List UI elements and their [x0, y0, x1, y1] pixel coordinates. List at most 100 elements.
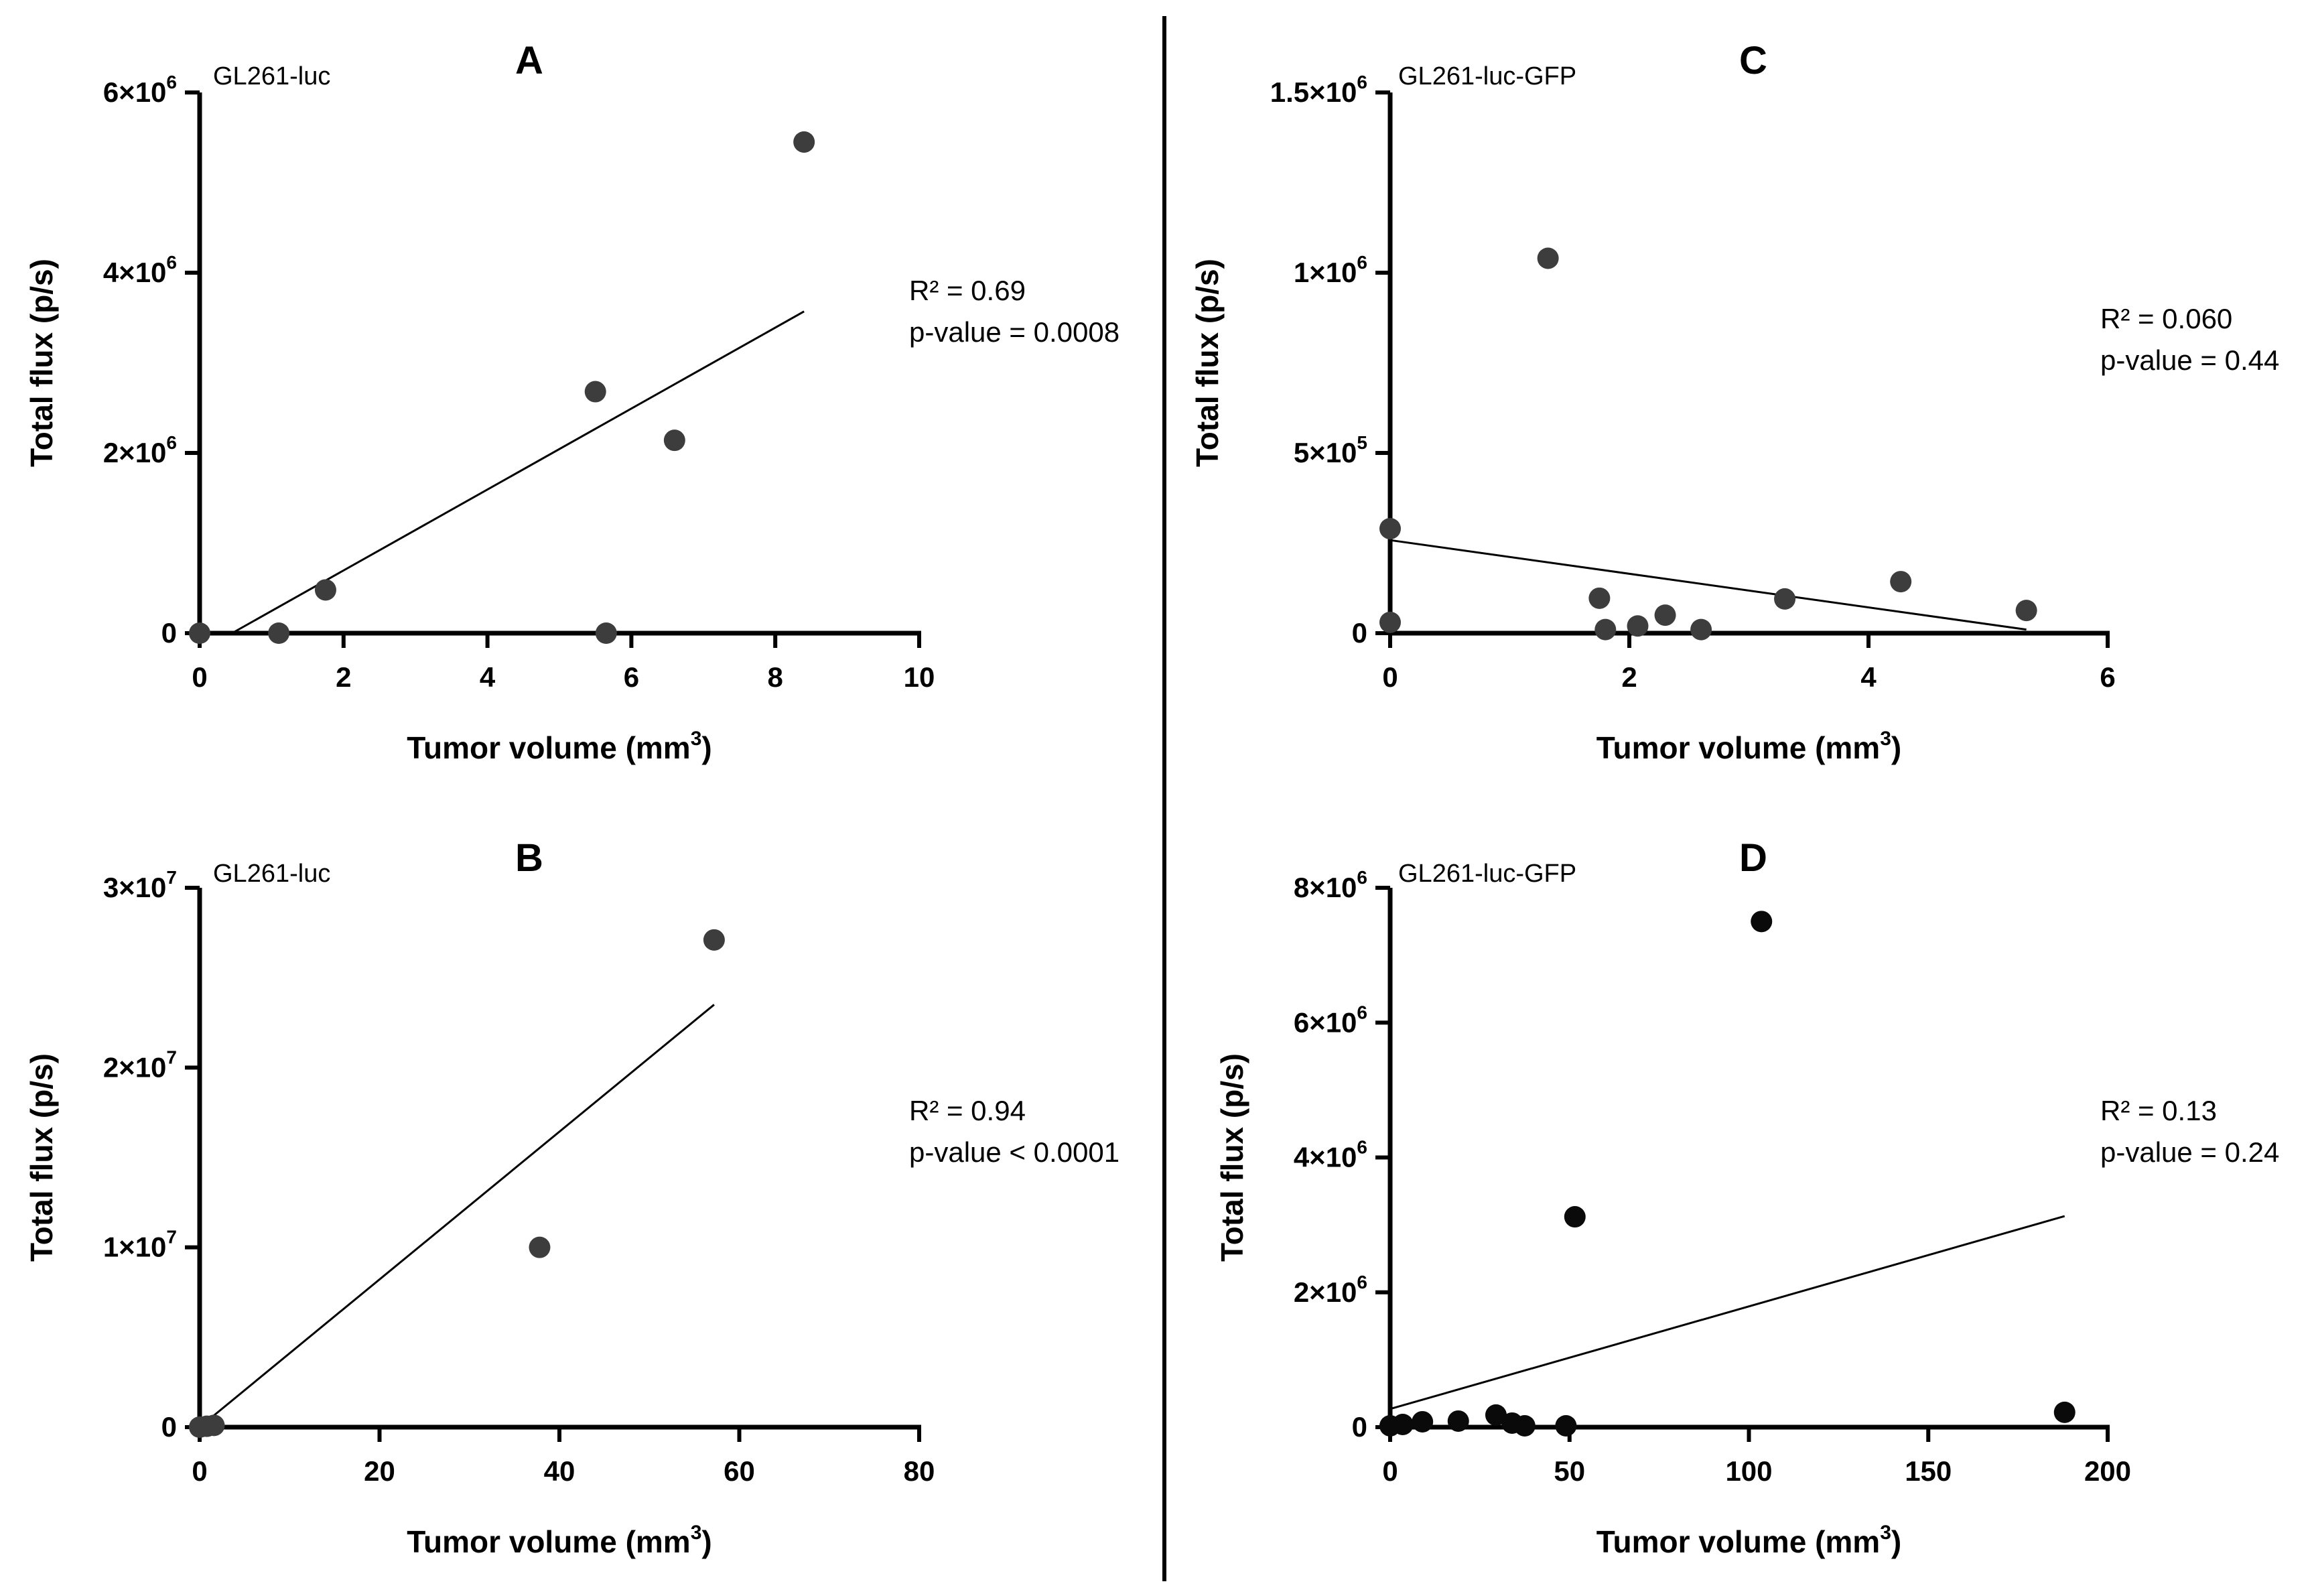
- x-tick-label: 40: [544, 1455, 575, 1487]
- y-tick-exponent: 6: [1357, 1272, 1367, 1292]
- x-tick-label: 80: [904, 1455, 935, 1487]
- data-point: [268, 622, 290, 644]
- y-tick-base: 6×10: [1294, 1006, 1357, 1038]
- x-axis-title-text: Tumor volume (mm: [1596, 730, 1880, 765]
- y-tick-label: 4×106: [103, 252, 177, 288]
- data-point: [584, 381, 606, 403]
- x-axis-title-close: ): [1891, 1524, 1901, 1559]
- y-tick-label: 0: [161, 617, 177, 649]
- y-tick-base: 0: [161, 1411, 177, 1443]
- y-tick-exponent: 6: [1357, 867, 1367, 888]
- data-point: [1412, 1410, 1434, 1433]
- data-point: [663, 429, 685, 452]
- y-tick-label: 5×105: [1294, 432, 1367, 468]
- y-tick-base: 4×10: [1294, 1142, 1357, 1173]
- y-tick-label: 2×106: [103, 432, 177, 468]
- data-point: [1751, 911, 1773, 933]
- x-tick-label: 50: [1554, 1455, 1585, 1487]
- y-tick-base: 0: [1352, 1411, 1367, 1443]
- x-tick-label: 0: [1382, 1455, 1398, 1487]
- x-axis-title-superscript: 3: [691, 728, 702, 750]
- y-tick-exponent: 6: [166, 72, 177, 92]
- x-axis-title-close: ): [701, 730, 711, 765]
- data-point: [793, 131, 815, 153]
- y-tick-exponent: 6: [166, 432, 177, 453]
- y-tick-exponent: 6: [166, 252, 177, 273]
- x-axis-title-superscript: 3: [691, 1522, 702, 1544]
- data-point: [314, 579, 336, 601]
- x-axis-title-text: Tumor volume (mm: [407, 730, 690, 765]
- data-point: [1690, 618, 1712, 641]
- data-point: [1594, 618, 1617, 641]
- regression-line: [1389, 1215, 2065, 1410]
- data-point: [2053, 1401, 2076, 1423]
- cell-line-label: GL261-luc-GFP: [1398, 62, 1576, 90]
- x-tick-label: 10: [904, 661, 935, 693]
- y-tick-label: 4×106: [1294, 1137, 1367, 1173]
- y-tick-base: 2×10: [103, 437, 167, 468]
- panel-letter: A: [515, 39, 543, 82]
- y-tick-exponent: 6: [1357, 1002, 1367, 1022]
- y-tick-base: 8×10: [1294, 872, 1357, 903]
- x-axis-title-text: Tumor volume (mm: [1596, 1524, 1880, 1559]
- y-tick-base: 5×10: [1294, 437, 1357, 468]
- y-axis-title: Total flux (p/s): [24, 1053, 59, 1262]
- y-tick-label: 8×106: [1294, 867, 1367, 903]
- y-tick-exponent: 6: [1357, 1137, 1367, 1158]
- data-point: [1627, 615, 1649, 637]
- x-axis-title-text: Tumor volume (mm: [407, 1524, 690, 1559]
- panel-letter: C: [1739, 39, 1767, 82]
- x-tick-label: 4: [1860, 661, 1877, 693]
- x-tick-label: 4: [480, 661, 496, 693]
- y-tick-label: 2×106: [1294, 1272, 1367, 1308]
- panel-letter: B: [515, 836, 543, 880]
- data-point: [1774, 588, 1796, 610]
- data-point: [1379, 611, 1401, 633]
- y-tick-base: 6×10: [103, 76, 167, 108]
- y-tick-label: 1×106: [1294, 252, 1367, 288]
- cell-line-label: GL261-luc-GFP: [1398, 860, 1576, 888]
- x-tick-label: 60: [724, 1455, 755, 1487]
- y-axis-title: Total flux (p/s): [1215, 1053, 1249, 1262]
- data-point: [595, 622, 617, 644]
- data-point: [189, 622, 210, 644]
- p-value-text: p-value < 0.0001: [909, 1136, 1119, 1168]
- data-point: [1564, 1206, 1586, 1228]
- x-axis-title-superscript: 3: [1880, 728, 1891, 750]
- y-tick-base: 1×10: [103, 1232, 167, 1263]
- y-tick-base: 0: [1352, 617, 1367, 649]
- regression-line: [199, 1004, 715, 1428]
- x-axis-title-close: ): [1891, 730, 1901, 765]
- x-tick-label: 100: [1725, 1455, 1772, 1487]
- p-value-text: p-value = 0.24: [2100, 1136, 2279, 1168]
- data-point: [703, 929, 725, 951]
- x-axis-title: Tumor volume (mm3): [407, 728, 711, 765]
- y-tick-base: 2×10: [103, 1051, 167, 1083]
- y-tick-label: 3×107: [103, 867, 177, 903]
- data-point: [1391, 1413, 1414, 1435]
- y-axis-title: Total flux (p/s): [1190, 259, 1225, 467]
- x-axis-title-superscript: 3: [1880, 1522, 1891, 1544]
- y-tick-label: 1×107: [103, 1227, 177, 1263]
- p-value-text: p-value = 0.0008: [909, 316, 1119, 348]
- data-point: [1513, 1414, 1536, 1437]
- cell-line-label: GL261-luc: [213, 62, 330, 90]
- y-tick-exponent: 6: [1357, 252, 1367, 273]
- data-point: [1555, 1414, 1577, 1437]
- data-point: [1537, 247, 1559, 269]
- r-squared-text: R² = 0.060: [2100, 303, 2232, 334]
- data-point: [529, 1236, 551, 1258]
- x-tick-label: 6: [624, 661, 639, 693]
- cell-line-label: GL261-luc: [213, 860, 330, 888]
- x-tick-label: 0: [1382, 661, 1398, 693]
- x-tick-label: 0: [192, 1455, 207, 1487]
- x-tick-label: 2: [336, 661, 351, 693]
- y-tick-label: 0: [1352, 1411, 1367, 1443]
- y-tick-base: 1.5×10: [1270, 76, 1357, 108]
